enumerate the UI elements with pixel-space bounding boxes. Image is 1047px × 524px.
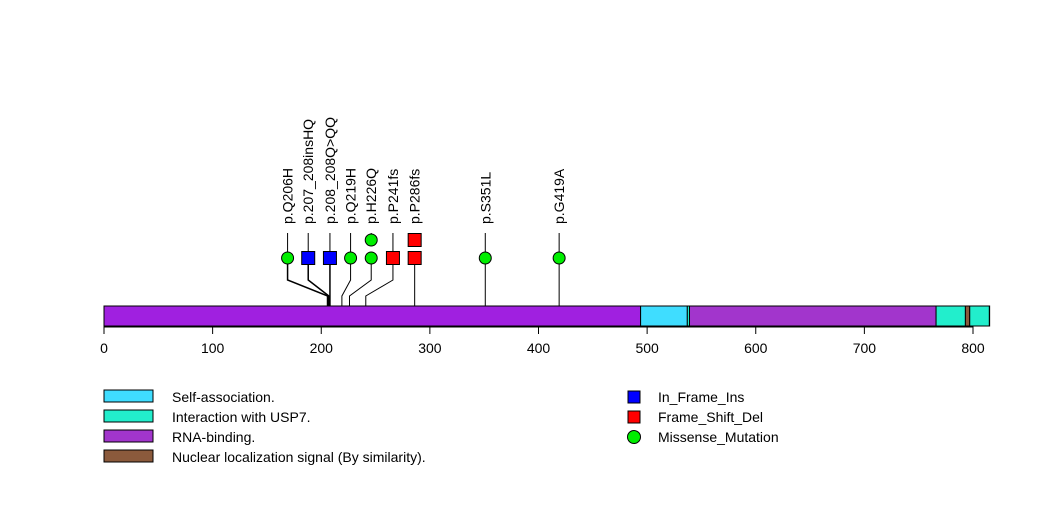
x-tick-label: 200 bbox=[310, 340, 334, 356]
mutation-markers bbox=[281, 233, 566, 265]
missense-mutation-marker bbox=[344, 251, 358, 265]
missense-mutation-marker bbox=[552, 251, 566, 265]
legend-label: Self-association. bbox=[172, 389, 275, 405]
domain-interaction-with-usp7 bbox=[935, 305, 966, 327]
legend-label: RNA-binding. bbox=[172, 429, 255, 445]
x-tick-label: 500 bbox=[635, 340, 659, 356]
legend-swatch bbox=[103, 409, 154, 423]
legend-label: In_Frame_Ins bbox=[658, 389, 744, 405]
domain-rna-binding bbox=[103, 305, 642, 327]
domain-legend: Self-association. Interaction with USP7. R… bbox=[103, 389, 426, 465]
legend-square-icon bbox=[627, 410, 641, 424]
x-tick-label: 0 bbox=[100, 340, 108, 356]
legend-swatch bbox=[103, 449, 154, 463]
mutation-label: p.208_208Q>QQ bbox=[322, 117, 338, 224]
mutation-label: p.G419A bbox=[551, 168, 567, 224]
frame-shift-del-marker bbox=[407, 251, 422, 265]
mutation-labels: p.Q206H p.207_208insHQ p.208_208Q>QQ p.Q219… bbox=[280, 117, 568, 224]
legend-label: Missense_Mutation bbox=[658, 429, 779, 445]
mutation-label: p.207_208insHQ bbox=[300, 119, 316, 224]
frame-shift-del-marker bbox=[385, 251, 400, 265]
x-tick-label: 800 bbox=[961, 340, 985, 356]
domain-self-association bbox=[640, 305, 688, 327]
legend-label: Frame_Shift_Del bbox=[658, 409, 763, 425]
missense-mutation-marker bbox=[364, 251, 378, 265]
x-tick-label: 300 bbox=[418, 340, 442, 356]
legend-circle-icon bbox=[627, 430, 641, 444]
missense-mutation-marker bbox=[364, 233, 378, 247]
legend-square-icon bbox=[627, 390, 641, 404]
domain-nuclear-localization-signal-by-similarity bbox=[964, 305, 971, 327]
mutation-legend: In_Frame_Ins Frame_Shift_Del Missense_Muta… bbox=[627, 389, 779, 445]
missense-mutation-marker bbox=[478, 251, 492, 265]
domain-interaction-with-usp7 bbox=[969, 305, 990, 327]
protein-domains bbox=[103, 305, 991, 327]
frame-shift-del-marker bbox=[407, 233, 422, 247]
mutation-label: p.P241fs bbox=[385, 169, 401, 224]
in-frame-ins-marker bbox=[301, 251, 316, 265]
x-axis: 0 100 200 300 400 500 600 700 800 bbox=[100, 326, 985, 356]
x-tick-label: 400 bbox=[527, 340, 551, 356]
in-frame-ins-marker bbox=[322, 251, 337, 265]
legend-swatch bbox=[103, 429, 154, 443]
mutation-label: p.H226Q bbox=[363, 168, 379, 224]
missense-mutation-marker bbox=[281, 251, 295, 265]
legend-label: Nuclear localization signal (By similari… bbox=[172, 449, 426, 465]
mutation-label: p.S351L bbox=[477, 172, 493, 224]
x-tick-label: 700 bbox=[853, 340, 877, 356]
x-tick-label: 600 bbox=[744, 340, 768, 356]
mutation-label: p.P286fs bbox=[407, 169, 423, 224]
domain-rna-binding bbox=[688, 305, 937, 327]
legend-label: Interaction with USP7. bbox=[172, 409, 311, 425]
mutation-label: p.Q206H bbox=[280, 168, 296, 224]
legend-swatch bbox=[103, 389, 154, 403]
mutation-label: p.Q219H bbox=[343, 168, 359, 224]
x-tick-label: 100 bbox=[201, 340, 225, 356]
